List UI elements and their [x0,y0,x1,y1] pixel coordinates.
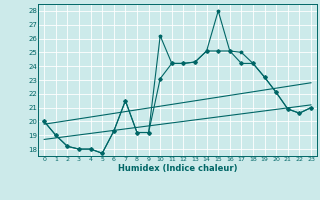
X-axis label: Humidex (Indice chaleur): Humidex (Indice chaleur) [118,164,237,173]
